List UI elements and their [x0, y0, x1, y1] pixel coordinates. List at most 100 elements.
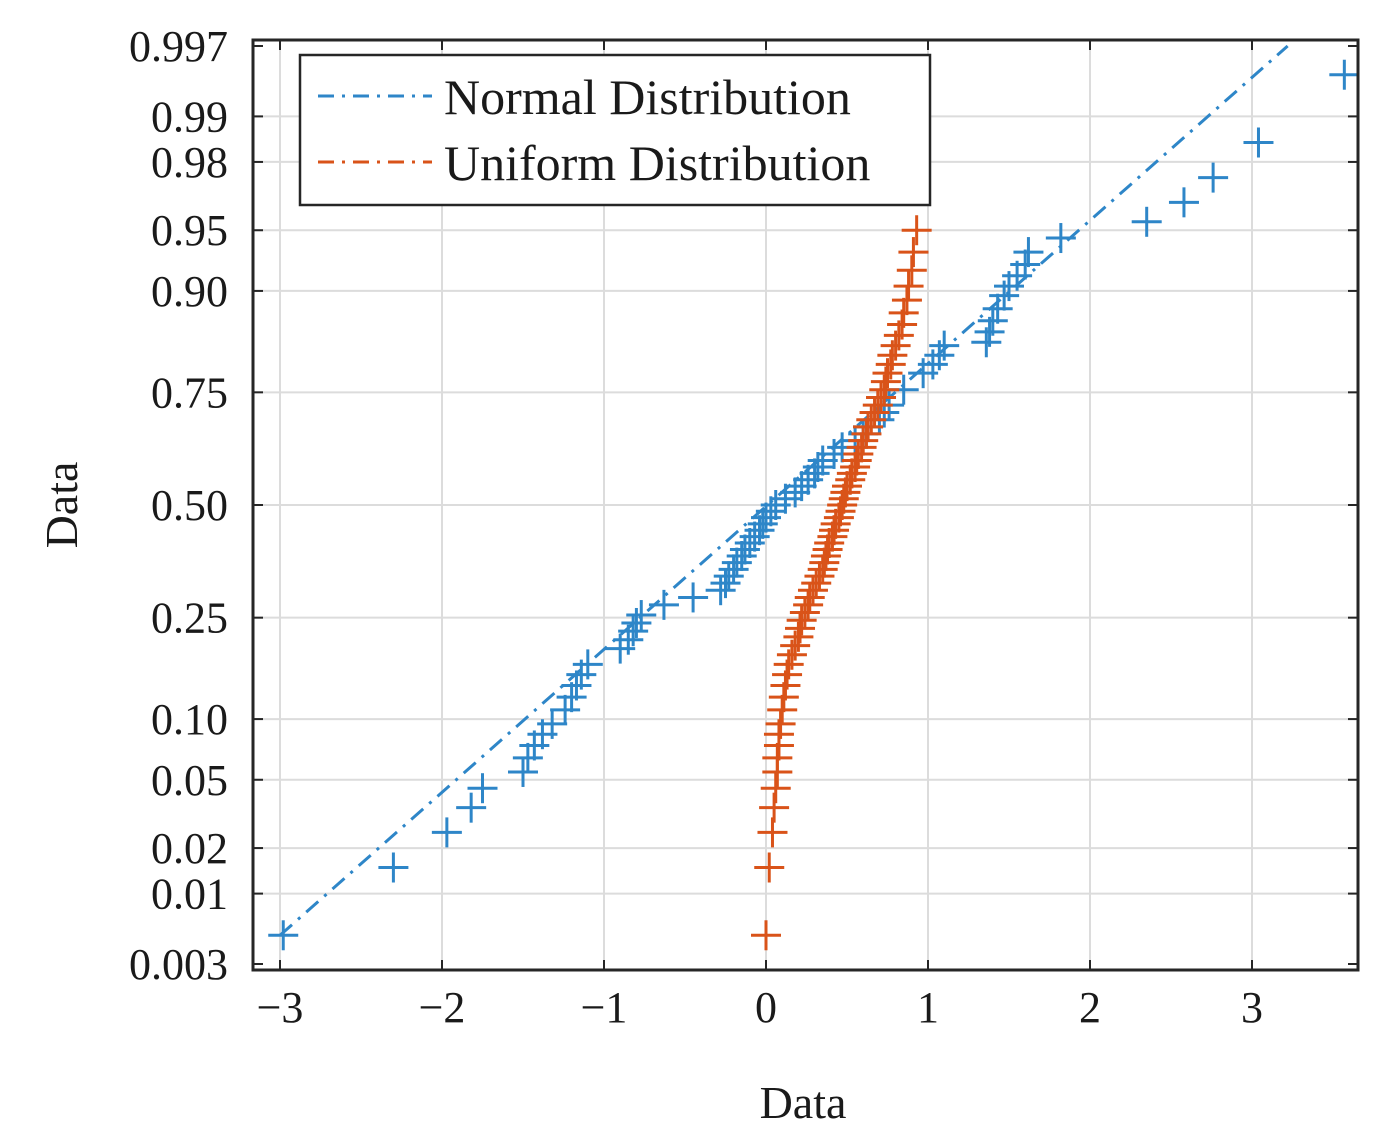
data-point-normal [755, 496, 786, 527]
data-point-uniform [840, 451, 871, 482]
data-point-normal [431, 817, 462, 848]
data-point-uniform [887, 309, 918, 340]
y-tick-label: 0.50 [151, 481, 228, 530]
data-point-normal [802, 451, 833, 482]
data-point-uniform [793, 589, 824, 620]
data-point-normal [618, 616, 649, 647]
data-point-uniform [859, 397, 890, 428]
data-point-normal [780, 477, 811, 508]
data-point-normal [705, 575, 736, 606]
data-point-uniform [812, 534, 843, 565]
data-point-normal [1013, 237, 1044, 268]
data-point-uniform [870, 366, 901, 397]
data-point-uniform [820, 508, 851, 539]
y-tick-label: 0.25 [151, 594, 228, 643]
data-point-uniform [862, 390, 893, 421]
y-tick-label: 0.90 [151, 267, 228, 316]
data-point-normal [1010, 249, 1041, 280]
x-tick-labels: −3 −2 −1 0 1 2 3 [257, 983, 1263, 1032]
data-point-normal [744, 515, 775, 546]
x-tick-label: 2 [1079, 983, 1101, 1032]
data-point-uniform [851, 418, 882, 449]
data-point-normal [977, 305, 1008, 336]
data-point-uniform [768, 682, 799, 713]
data-point-uniform [896, 255, 927, 286]
data-point-uniform [807, 554, 838, 585]
data-point-normal [726, 541, 757, 572]
data-point-uniform [843, 438, 874, 469]
data-point-uniform [754, 852, 785, 883]
data-point-uniform [767, 694, 798, 725]
data-point-normal [713, 561, 744, 592]
axis-ticks [253, 40, 1358, 970]
data-point-normal [678, 582, 709, 613]
data-point-normal [739, 521, 770, 552]
data-point-uniform [825, 496, 856, 527]
fit-line-normal [279, 44, 1289, 937]
data-point-normal [982, 293, 1013, 324]
data-point-uniform [786, 605, 817, 636]
data-point-normal [1131, 206, 1162, 237]
data-point-uniform [762, 742, 793, 773]
data-point-uniform [898, 237, 929, 268]
x-tick-label: −2 [419, 983, 466, 1032]
data-point-normal [378, 852, 409, 883]
data-point-uniform [783, 621, 814, 652]
data-point-normal [621, 607, 652, 638]
fit-lines [279, 44, 1289, 937]
data-point-normal [718, 554, 749, 585]
data-point-normal [1243, 127, 1274, 158]
data-point-normal [556, 682, 587, 713]
y-tick-label: 0.99 [151, 92, 228, 141]
data-point-normal [1329, 59, 1360, 90]
x-tick-label: 3 [1241, 983, 1263, 1032]
data-point-normal [613, 624, 644, 655]
data-point-normal [512, 742, 543, 773]
data-point-uniform [751, 920, 781, 951]
data-point-uniform [814, 528, 845, 559]
data-point-uniform [856, 404, 887, 435]
legend: Normal Distribution Uniform Distribution [298, 53, 932, 207]
data-markers [268, 59, 1360, 951]
x-tick-label: 1 [917, 983, 939, 1032]
data-point-normal [786, 471, 817, 502]
data-point-normal [1168, 187, 1199, 218]
data-point-uniform [869, 374, 900, 405]
data-point-uniform [846, 432, 877, 463]
data-point-uniform [828, 483, 859, 514]
data-point-normal [605, 633, 636, 664]
y-tick-label: 0.10 [151, 695, 228, 744]
data-point-uniform [760, 773, 791, 804]
data-point-uniform [832, 471, 862, 502]
data-point-uniform [866, 382, 897, 413]
data-point-uniform [797, 575, 828, 606]
data-point-uniform [819, 515, 850, 546]
data-point-uniform [810, 541, 841, 572]
data-point-uniform [817, 521, 848, 552]
y-axis-label: Data [36, 462, 87, 549]
y-tick-label: 0.05 [151, 756, 228, 805]
legend-label-normal: Normal Distribution [444, 69, 851, 125]
data-point-uniform [765, 708, 796, 739]
y-tick-labels: 0.003 0.010.02 0.05 0.10 0.25 0.50 0.75 0.90 0.9… [129, 22, 228, 989]
data-point-normal [648, 589, 679, 620]
data-point-normal [268, 920, 299, 951]
x-axis-label: Data [760, 1077, 847, 1128]
y-tick-label: 0.95 [151, 206, 228, 255]
y-tick-label: 0.02 [151, 824, 228, 873]
legend-label-uniform: Uniform Distribution [444, 135, 870, 191]
data-point-uniform [827, 490, 858, 520]
data-point-uniform [872, 358, 903, 389]
data-point-uniform [785, 613, 816, 644]
data-point-normal [572, 649, 603, 680]
x-tick-label: −3 [257, 983, 304, 1032]
data-point-uniform [830, 477, 861, 508]
y-tick-label: 0.75 [151, 368, 228, 417]
data-point-normal [929, 330, 960, 361]
data-point-normal [626, 600, 657, 631]
data-point-uniform [836, 458, 867, 489]
data-point-uniform [809, 547, 840, 578]
data-point-uniform [841, 445, 872, 476]
x-tick-label: −1 [581, 983, 628, 1032]
